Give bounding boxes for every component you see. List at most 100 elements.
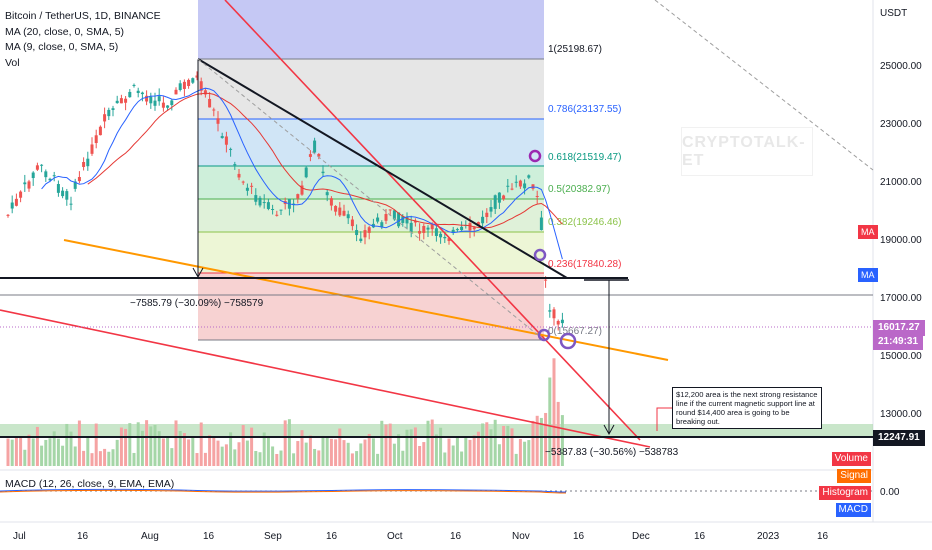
volume-bar [497, 444, 501, 466]
candle-body [502, 195, 506, 200]
fib-label-0236: 0.236(17840.28) [548, 259, 621, 270]
candle-body [119, 98, 123, 104]
candle-body [451, 229, 455, 234]
volume-bar [6, 438, 10, 466]
black-resistance-line[interactable] [197, 58, 568, 279]
volume-bar [485, 422, 489, 466]
red-trendline-steep[interactable] [224, 0, 641, 441]
orange-support-line[interactable] [63, 239, 669, 361]
volume-bar [397, 434, 401, 466]
candle-body [275, 214, 279, 216]
volume-bar [115, 439, 119, 466]
candle-body [460, 226, 464, 231]
volume-badge[interactable]: Volume [831, 452, 871, 466]
candle-body [229, 148, 233, 150]
candle-body [31, 172, 35, 179]
price-axis-currency: USDT [880, 8, 907, 19]
low-marker-circle[interactable] [537, 328, 551, 342]
support-zone[interactable] [0, 424, 873, 437]
volume-bar [77, 420, 81, 466]
volume-bar [170, 448, 174, 466]
candle-body [224, 136, 228, 145]
symbol-title[interactable]: Bitcoin / TetherUS, 1D, BINANCE [5, 10, 161, 22]
volume-bar [166, 437, 170, 466]
fib-retracement[interactable]: 1(25198.67) 0.786(23137.55) 0.618(21519.… [198, 0, 621, 341]
candle-body [195, 75, 199, 78]
candle-body [485, 212, 489, 218]
volume-bar [31, 438, 35, 466]
price-tick-15000: 15000.00 [880, 351, 922, 362]
candle-body [166, 105, 170, 108]
volume-bar [317, 450, 321, 466]
candle-body [145, 95, 149, 102]
candle-body [111, 108, 115, 110]
volume-bar [506, 425, 510, 466]
candle-body [187, 79, 191, 87]
volume-bar [556, 401, 560, 466]
macd-badge[interactable]: MACD [835, 503, 871, 517]
volume-legend[interactable]: Vol [5, 56, 20, 69]
candle-body [6, 214, 10, 216]
ma-badge-red[interactable]: MA [858, 225, 878, 239]
volume-bar [472, 435, 476, 466]
candle-body [98, 126, 102, 136]
time-tick: Aug [141, 531, 159, 542]
candle-body [367, 227, 371, 233]
level-price-badge: 12247.91 [873, 430, 925, 446]
volume-bar [443, 452, 447, 466]
volume-bar [237, 442, 241, 466]
volume-bar [430, 419, 434, 466]
volume-bar [73, 446, 77, 466]
volume-bar [178, 430, 182, 466]
candle-body [338, 207, 342, 216]
current-marker-circle[interactable] [559, 332, 577, 350]
volume-bar [10, 439, 14, 466]
histogram-badge[interactable]: Histogram [819, 486, 871, 500]
volume-bar [544, 412, 548, 466]
candle-body [52, 175, 56, 177]
volume-bar [48, 438, 52, 466]
ma20-legend[interactable]: MA (20, close, 0, SMA, 5) [5, 25, 125, 38]
fib-zone-1 [198, 59, 544, 119]
volume-bar [300, 430, 304, 466]
macd-legend[interactable]: MACD (12, 26, close, 9, EMA, EMA) [5, 478, 175, 490]
time-tick: 2023 [757, 531, 780, 542]
candle-body [149, 96, 153, 104]
time-axis[interactable]: Jul 16 Aug 16 Sep 16 Oct 16 Nov 16 Dec 16 2023 16 [13, 531, 829, 542]
candle-body [506, 185, 510, 187]
ma-badge-blue[interactable]: MA [858, 268, 878, 282]
fib-label-05: 0.5(20382.97) [548, 184, 610, 195]
signal-badge[interactable]: Signal [837, 469, 871, 483]
candle-body [388, 209, 392, 211]
candle-body [10, 202, 14, 209]
breakdown-marker-circle[interactable] [533, 248, 547, 262]
price-tick-13000: 13000.00 [880, 409, 922, 420]
candle-body [313, 140, 317, 153]
high-marker-circle[interactable] [528, 149, 542, 163]
volume-bar [493, 419, 497, 466]
candle-body [434, 228, 438, 236]
volume-bar [140, 430, 144, 466]
candle-body [472, 227, 476, 230]
volume-bar [371, 438, 375, 466]
candle-body [455, 229, 459, 231]
ma9-legend[interactable]: MA (9, close, 0, SMA, 5) [5, 41, 119, 53]
candle-body [266, 202, 270, 209]
price-tick-19000: 19000.00 [880, 235, 922, 246]
volume-bar [439, 427, 443, 466]
time-tick: 16 [817, 531, 829, 542]
volume-bar [434, 434, 438, 466]
volume-bar [325, 437, 329, 466]
time-tick: 16 [573, 531, 585, 542]
time-tick: Oct [387, 531, 403, 542]
ma9-line [41, 87, 563, 260]
macd-pane[interactable] [0, 488, 873, 494]
volume-bar [61, 445, 65, 466]
annotation-note[interactable]: $12,200 area is the next strong resistan… [672, 387, 822, 429]
measure-arrowhead-2 [603, 424, 615, 436]
volume-bar [329, 438, 333, 466]
volume-bar [56, 438, 60, 466]
red-trendline-lower[interactable] [0, 309, 651, 448]
volume-bar [376, 453, 380, 466]
